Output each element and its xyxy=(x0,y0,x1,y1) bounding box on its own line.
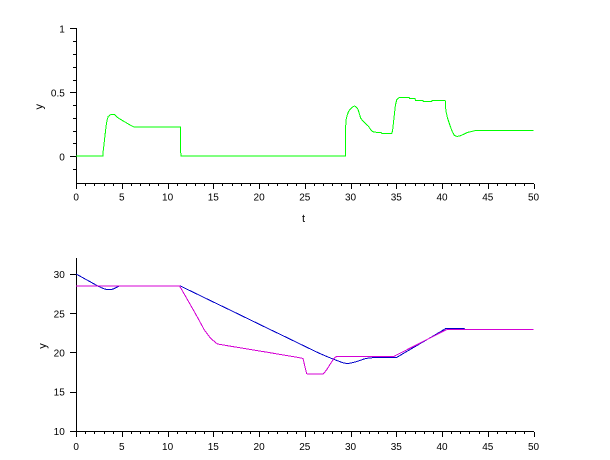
svg-text:25: 25 xyxy=(299,442,311,453)
svg-text:20: 20 xyxy=(54,349,66,360)
svg-text:30: 30 xyxy=(345,442,357,453)
svg-text:5: 5 xyxy=(119,193,125,204)
svg-text:1: 1 xyxy=(59,25,65,36)
svg-text:0: 0 xyxy=(73,442,79,453)
svg-text:35: 35 xyxy=(391,193,403,204)
svg-text:0: 0 xyxy=(73,193,79,204)
svg-text:45: 45 xyxy=(482,193,494,204)
svg-text:45: 45 xyxy=(482,442,494,453)
svg-text:25: 25 xyxy=(54,309,66,320)
svg-text:50: 50 xyxy=(528,193,540,204)
svg-text:15: 15 xyxy=(54,388,66,399)
svg-text:50: 50 xyxy=(528,442,540,453)
svg-text:30: 30 xyxy=(54,270,66,281)
svg-text:20: 20 xyxy=(254,442,266,453)
svg-text:15: 15 xyxy=(208,193,220,204)
svg-text:10: 10 xyxy=(162,442,174,453)
svg-text:5: 5 xyxy=(119,442,125,453)
svg-text:10: 10 xyxy=(54,427,66,438)
svg-text:25: 25 xyxy=(299,193,311,204)
svg-text:30: 30 xyxy=(345,193,357,204)
svg-text:20: 20 xyxy=(254,193,266,204)
svg-text:0.5: 0.5 xyxy=(51,88,65,99)
svg-text:40: 40 xyxy=(436,442,448,453)
svg-text:15: 15 xyxy=(208,442,220,453)
svg-text:10: 10 xyxy=(162,193,174,204)
svg-text:40: 40 xyxy=(436,193,448,204)
svg-text:35: 35 xyxy=(391,442,403,453)
svg-text:0: 0 xyxy=(59,152,65,163)
svg-text:y: y xyxy=(37,343,49,349)
svg-text:t: t xyxy=(302,213,305,225)
svg-text:y: y xyxy=(34,103,46,109)
